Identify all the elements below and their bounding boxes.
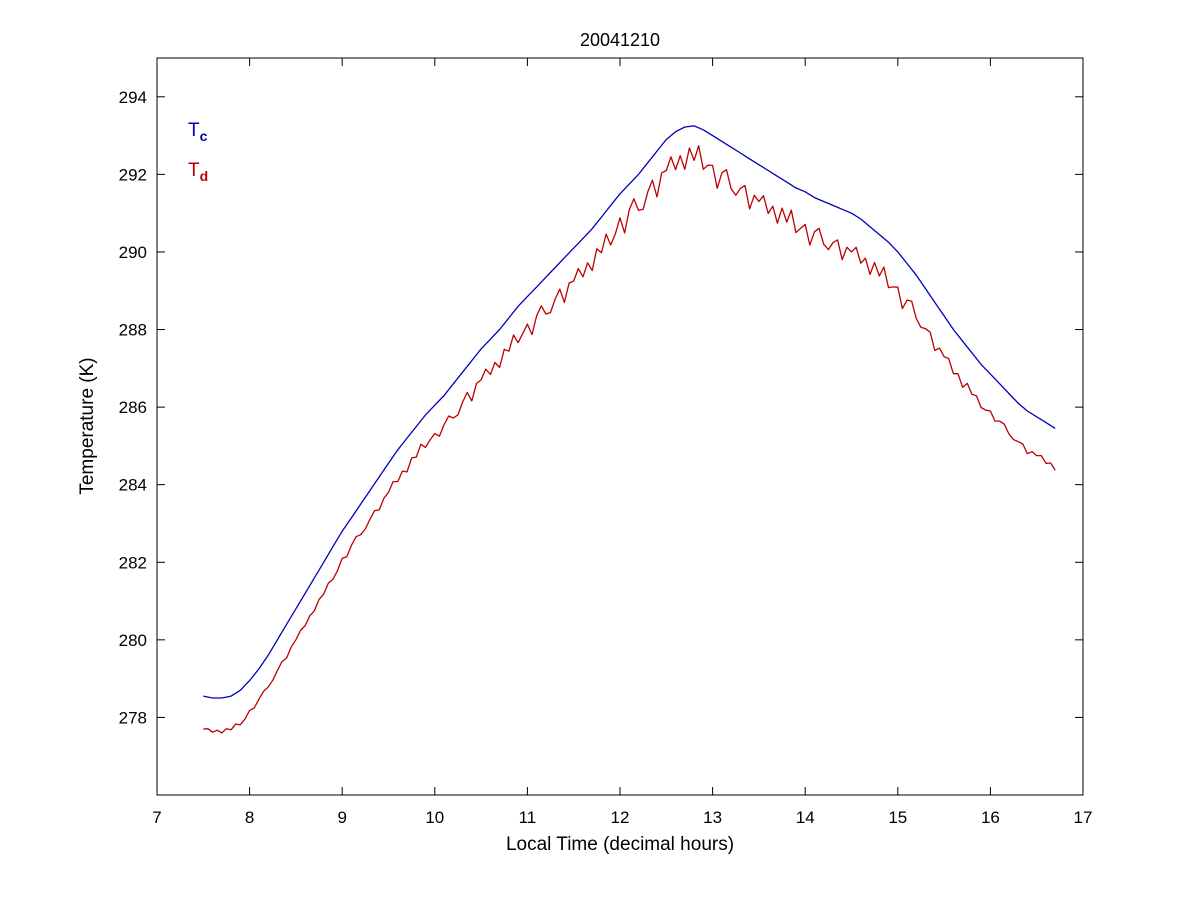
legend-td-subscript: d xyxy=(199,167,209,184)
x-axis-label: Local Time (decimal hours) xyxy=(505,834,735,855)
chart-title: 20041210 xyxy=(579,30,661,50)
series-line-T_c xyxy=(203,125,1056,699)
x-tick-label: 17 xyxy=(1074,808,1093,827)
y-tick-label: 284 xyxy=(119,476,147,495)
y-tick-label: 282 xyxy=(119,553,147,572)
legend-td-label: Td xyxy=(188,160,208,187)
x-tick-label: 11 xyxy=(519,808,537,827)
y-tick-label: 286 xyxy=(119,398,147,417)
y-tick-label: 288 xyxy=(119,321,147,340)
legend-tc-label: Tc xyxy=(188,120,207,147)
x-tick-label: 9 xyxy=(337,808,346,827)
series-line-T_d xyxy=(203,145,1056,734)
axes-box xyxy=(156,57,1084,796)
y-tick-label: 280 xyxy=(119,631,147,650)
x-tick-label: 15 xyxy=(888,808,907,827)
y-tick-label: 294 xyxy=(119,88,147,107)
legend-tc-subscript: c xyxy=(199,127,208,144)
x-tick-label: 13 xyxy=(703,808,722,827)
x-tick-label: 10 xyxy=(425,808,444,827)
x-tick-label: 14 xyxy=(796,808,815,827)
x-tick-label: 16 xyxy=(981,808,1000,827)
y-tick-label: 290 xyxy=(119,243,147,262)
legend-td-symbol: T xyxy=(188,160,200,181)
x-tick-label: 12 xyxy=(611,808,630,827)
x-tick-label: 8 xyxy=(245,808,254,827)
y-tick-label: 278 xyxy=(119,708,147,727)
legend-tc-symbol: T xyxy=(188,120,200,141)
y-axis-label: Temperature (K) xyxy=(77,357,98,495)
y-tick-label: 292 xyxy=(119,165,147,184)
x-tick-label: 7 xyxy=(152,808,161,827)
